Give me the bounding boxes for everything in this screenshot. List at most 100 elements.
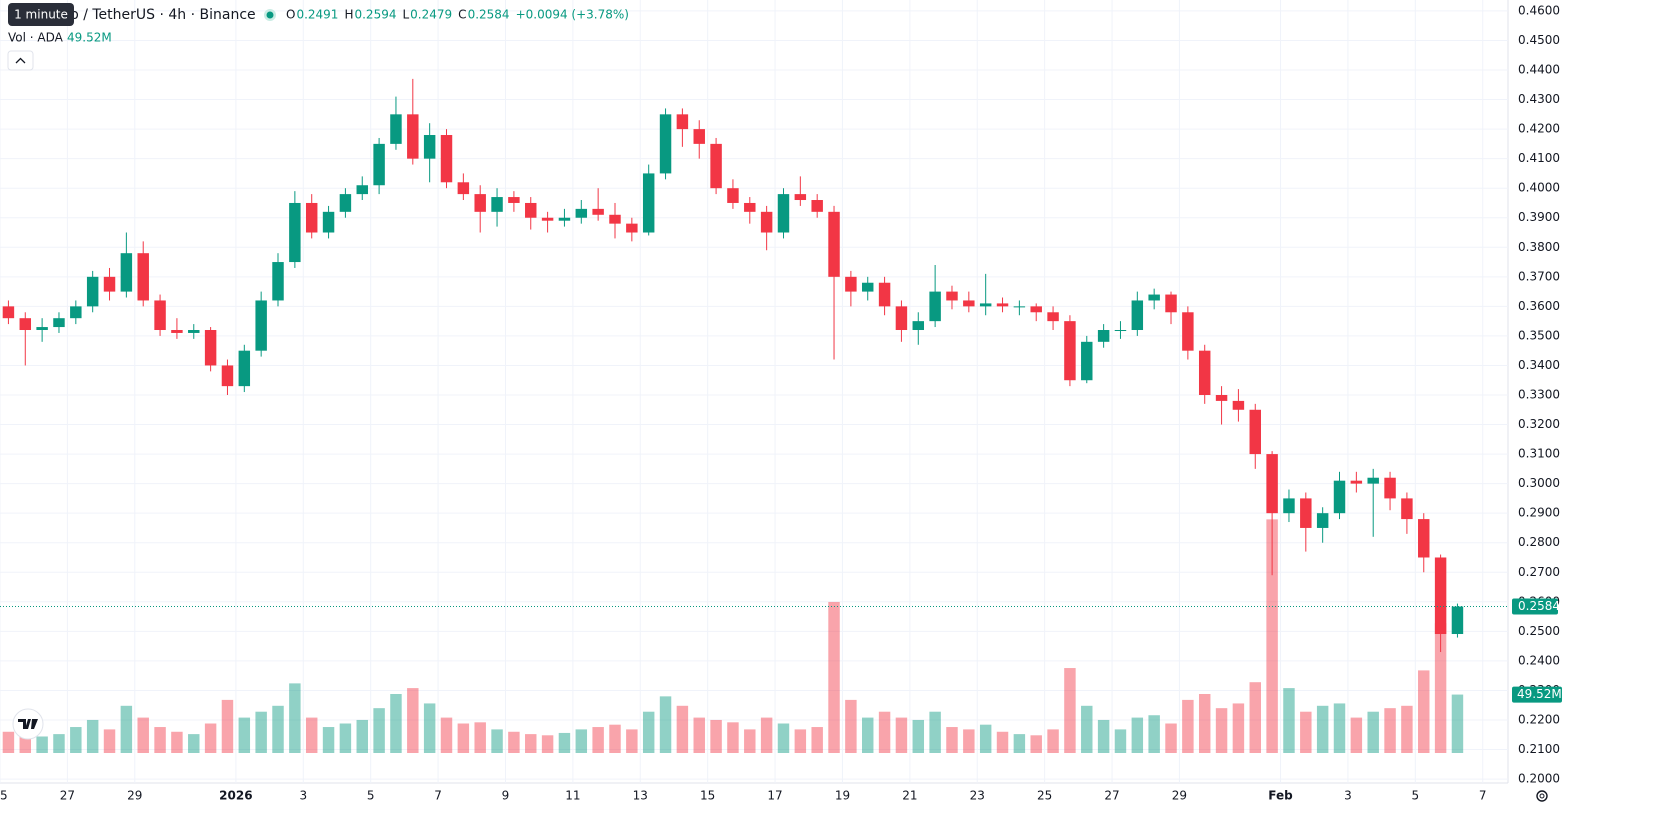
candle-body (390, 114, 402, 144)
x-tick-label: 5 (367, 789, 375, 803)
volume-bar (188, 734, 200, 753)
candle-body (693, 129, 705, 144)
candle-body (642, 173, 655, 233)
last-price-box (1512, 598, 1558, 615)
candle-body (979, 303, 992, 307)
candle-body (86, 276, 99, 307)
candle-body (423, 135, 436, 159)
volume-bar (221, 699, 234, 753)
candle-body (1367, 477, 1379, 484)
volume-bar (693, 717, 705, 753)
volume-bar (979, 724, 992, 753)
y-tick-label: 0.3900 (1518, 210, 1560, 224)
status-dot (266, 11, 274, 19)
y-tick-label: 0.4400 (1518, 63, 1560, 77)
candle-body (609, 214, 621, 224)
y-tick-label: 0.3500 (1518, 328, 1560, 342)
candle-body (996, 303, 1009, 307)
volume-bar (609, 724, 621, 753)
candle-body (1047, 312, 1059, 322)
candle-body (676, 114, 689, 130)
volume-bar (1081, 705, 1093, 753)
y-tick-label: 0.4600 (1518, 3, 1560, 17)
volume-bar (1232, 703, 1245, 753)
ohlc-key: H (344, 8, 353, 22)
candle-body (1434, 557, 1447, 635)
volume-bar (339, 723, 352, 753)
candle-body (103, 276, 116, 292)
volume-bar (996, 731, 1009, 753)
volume-bar (53, 734, 65, 753)
candle-body (1013, 306, 1026, 308)
volume-bar (1182, 699, 1194, 753)
ohlc-value: 0.2594 (354, 8, 396, 22)
candle-body (407, 114, 419, 159)
x-tick-label: 29 (1172, 789, 1187, 803)
y-tick-label: 0.2900 (1518, 506, 1560, 520)
candle-body (1316, 513, 1329, 528)
volume-bar (272, 705, 284, 753)
candle-body (929, 291, 941, 322)
volume-bar (845, 699, 857, 753)
settings-icon[interactable] (1536, 790, 1548, 802)
volume-bar (1316, 705, 1329, 753)
y-tick-label: 0.3600 (1518, 299, 1560, 313)
volume-bar (895, 717, 908, 753)
candle-body (508, 197, 520, 203)
volume-bar (356, 719, 368, 753)
volume-bar (440, 717, 453, 753)
volume-legend-label: Vol · ADA (8, 31, 64, 45)
candle-body (592, 208, 604, 215)
gear[interactable] (1536, 790, 1548, 802)
volume-bar (777, 723, 790, 753)
candle-body (1401, 498, 1413, 520)
volume-bar (811, 727, 823, 753)
candle-body (305, 202, 318, 233)
candle-body (912, 321, 925, 331)
last-price-label: 0.2584 (1518, 599, 1560, 613)
candle-body (760, 211, 773, 233)
y-tick-label: 0.3100 (1518, 447, 1560, 461)
volume-bar (474, 722, 486, 753)
candle-body (154, 300, 166, 331)
y-tick-label: 0.3400 (1518, 358, 1560, 372)
volume-bar (794, 729, 807, 753)
ohlc-value: 0.2491 (296, 8, 338, 22)
y-tick-label: 0.2700 (1518, 565, 1560, 579)
axes: 0.4600 0.4500 0.4400 0.4300 0.4200 0.4100 0.40… (0, 3, 1562, 803)
collapse-icon (15, 57, 26, 64)
candle-body (1165, 294, 1177, 313)
volume-bar (1047, 729, 1059, 753)
candle-body (204, 330, 217, 366)
candle-body (289, 202, 301, 263)
volume-bar (255, 711, 267, 753)
x-tick-label: 11 (565, 789, 580, 803)
candle-body (255, 300, 267, 351)
gear-center (1539, 793, 1545, 799)
candle-body (1300, 498, 1312, 528)
candle-body (1333, 480, 1346, 514)
x-tick-label: 21 (902, 789, 917, 803)
candle-body (1215, 395, 1228, 401)
volume-bar (204, 723, 217, 753)
ohlc-value: 0.2584 (468, 8, 510, 22)
volume-bar (878, 711, 891, 753)
volume-bar (103, 729, 116, 753)
candle-body (137, 253, 149, 301)
x-tick-label: 17 (767, 789, 782, 803)
volume-bar (1114, 729, 1127, 753)
candle-body (1114, 330, 1127, 332)
volume-bar (1384, 708, 1396, 753)
volume-legend-value: 49.52M (67, 31, 112, 45)
y-tick-label: 0.2400 (1518, 653, 1560, 667)
candle-body (2, 306, 15, 319)
volume-bar (828, 601, 840, 753)
candles (2, 78, 1464, 653)
tv-logo (12, 708, 44, 740)
volume-bar (407, 688, 419, 753)
collapse-button[interactable] (7, 50, 34, 71)
volume-bar (390, 694, 402, 753)
candle-body (1249, 409, 1261, 455)
volume-bar (305, 717, 318, 753)
volume-bar (2, 731, 15, 753)
